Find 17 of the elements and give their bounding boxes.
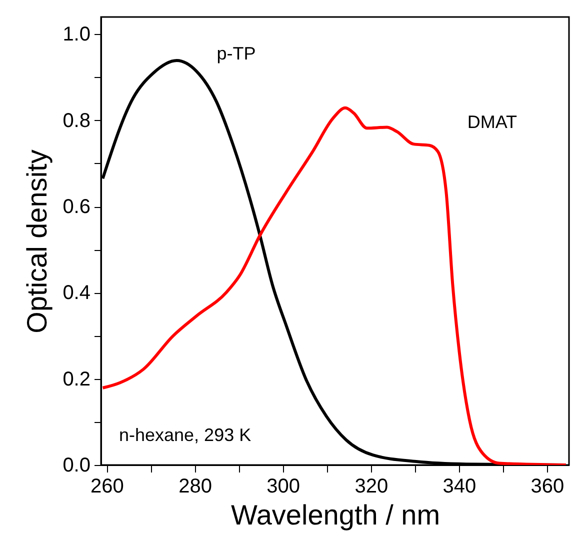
y-tick-label: 0.6 [62, 196, 90, 218]
x-tick-label: 300 [266, 476, 300, 498]
x-tick-label: 280 [178, 476, 212, 498]
x-tick-label: 260 [90, 476, 124, 498]
y-tick-label: 0.8 [62, 110, 90, 132]
series-label: DMAT [467, 112, 518, 132]
series-label: p-TP [216, 44, 256, 64]
y-tick-label: 0.2 [62, 368, 90, 390]
y-tick-label: 0.4 [62, 282, 90, 304]
x-axis-title: Wavelength / nm [230, 500, 440, 530]
x-tick-label: 320 [354, 476, 388, 498]
annotation: n-hexane, 293 K [119, 425, 252, 445]
y-tick-label: 0.0 [62, 454, 90, 476]
y-tick-label: 1.0 [62, 24, 90, 46]
x-tick-label: 360 [530, 476, 564, 498]
y-axis-title: Optical density [22, 150, 53, 334]
x-tick-label: 340 [442, 476, 476, 498]
